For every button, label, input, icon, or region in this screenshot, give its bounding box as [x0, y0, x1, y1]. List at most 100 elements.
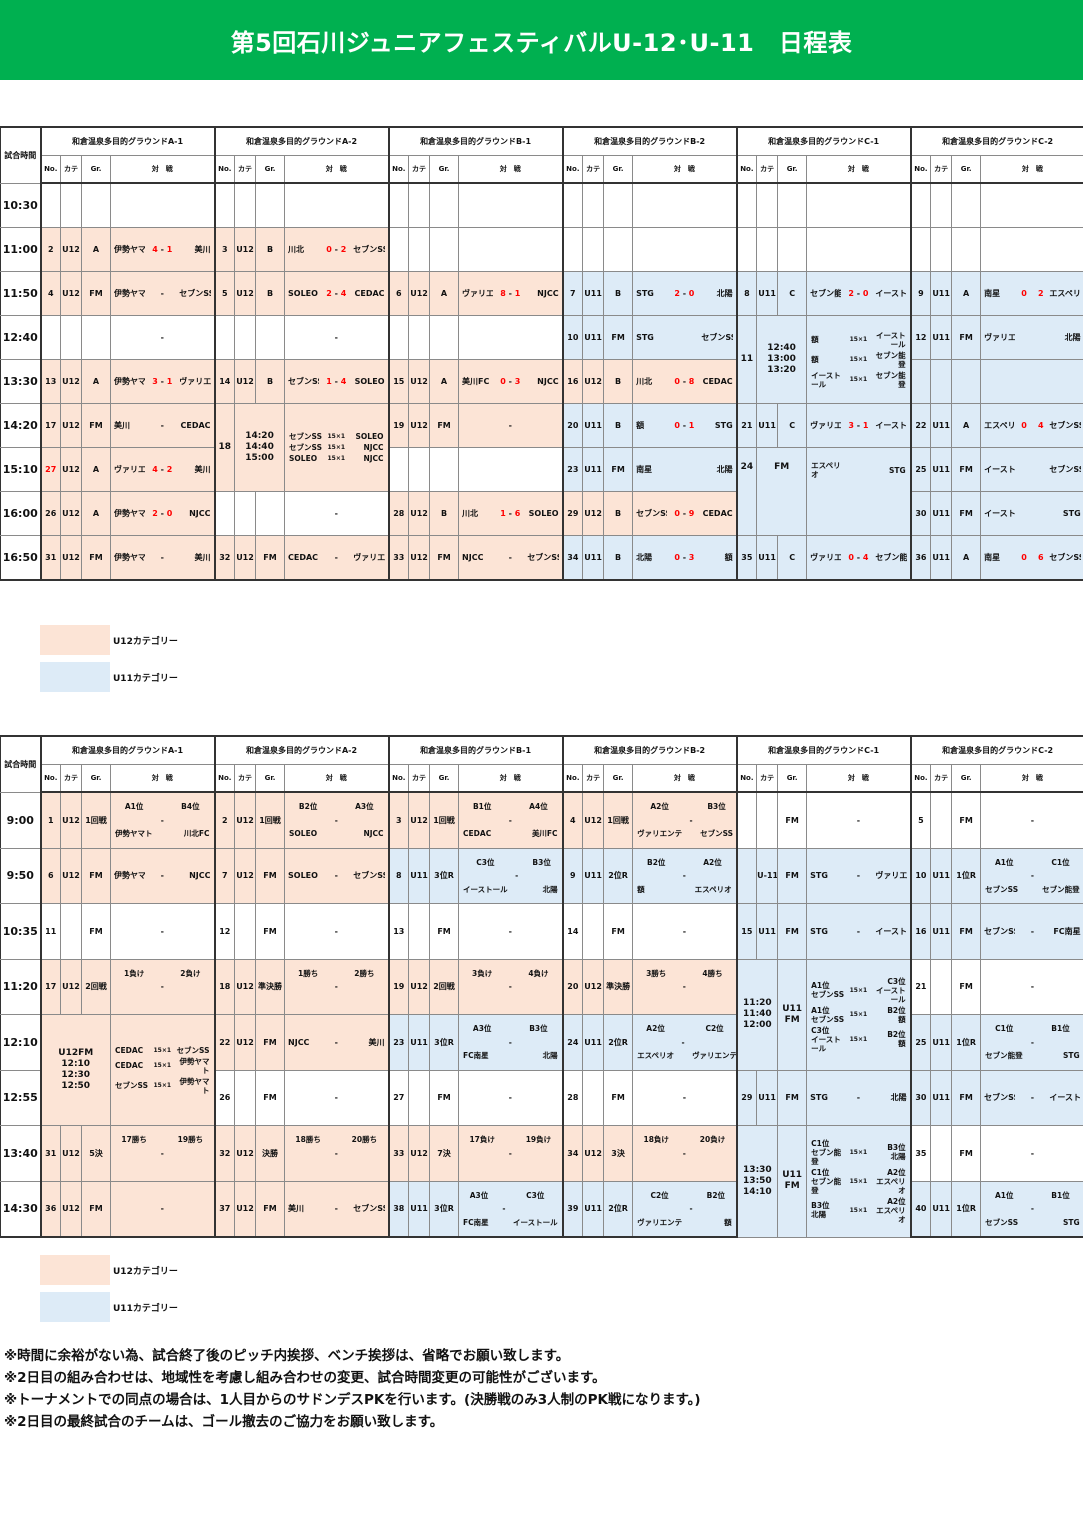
away-score: 4	[340, 377, 347, 386]
matchup-cell: ヴァリエンテ 0 - 4 セブン能登	[806, 535, 912, 581]
matchup: ヴァリエンテ 3 - 1 イーストール	[808, 420, 910, 431]
matchup-cell: 伊勢ヤマト - セブンSS	[109, 271, 216, 316]
legend-u12: U12カテゴリー	[40, 1255, 178, 1285]
home-team: B3位 北陽	[811, 1201, 830, 1220]
match-number: 23	[387, 1014, 410, 1071]
slot-separator: -	[682, 871, 686, 881]
match-category: U11	[930, 315, 953, 360]
home-team: FC南星	[463, 1051, 489, 1061]
match-group: FM	[81, 271, 111, 316]
matchup: -	[982, 816, 1083, 825]
match-group: FM	[777, 791, 808, 849]
match-group: B	[603, 271, 634, 316]
matchup: 川北 1 - 6 SOLEO	[460, 508, 562, 519]
score: -	[160, 289, 164, 298]
home-score: 3	[848, 421, 854, 430]
merged-info-text: U11 FM	[782, 1003, 803, 1025]
match-category	[60, 903, 82, 960]
bracket-matchup: 3負け - 4負け	[460, 960, 562, 1014]
score: 2 - 0	[674, 289, 695, 298]
matchup-cell: イーストール STG	[980, 491, 1083, 536]
time-cell: 15:10	[0, 447, 41, 492]
matchup-cell: SOLEO - セブンSS	[284, 847, 390, 904]
away-team: セブン能登	[1042, 884, 1080, 894]
slot-label-away: C3位	[526, 1190, 545, 1200]
ground-header: 和倉温泉多目的グラウンドA-2	[213, 126, 390, 156]
match-number	[909, 227, 932, 272]
matchup-cell: A1位 - C1位 セブンSS セブン能登	[980, 847, 1083, 904]
score: -	[1030, 1093, 1035, 1103]
home-team: 伊勢ヤマト	[114, 377, 146, 386]
score: 0 - 1	[674, 421, 695, 430]
match-category: U11	[582, 447, 605, 492]
match-number: 5	[909, 791, 932, 849]
match-category	[756, 791, 779, 849]
match-group: FM	[777, 847, 808, 904]
legend-swatch-u12	[40, 1255, 110, 1285]
match-category: U11	[582, 271, 605, 316]
match-group: FM	[429, 1069, 460, 1126]
slot-separator: -	[160, 1148, 164, 1158]
matchup: STG セブンSS	[634, 332, 736, 343]
away-score: 6	[514, 509, 521, 518]
match-category	[234, 491, 257, 536]
home-team: ヴァリエンテ	[637, 829, 683, 839]
away-team: イーストール	[875, 421, 907, 430]
bracket-matchup: 18負け - 20負け	[634, 1126, 736, 1180]
matchup: -	[112, 1204, 214, 1213]
slot-label-away: C2位	[705, 1024, 724, 1034]
score: 2 - 0	[848, 289, 869, 298]
time-slot-row: 9:00 1 U12 1回戦 A1位 - B4位 伊勢ヤマト 川北FC 2 U12 1回戦 B2位 - A3…	[0, 791, 1083, 849]
column-header: 対 戦	[980, 155, 1083, 184]
matchup: イーストール セブンSS	[982, 464, 1083, 475]
away-team: セブン能登	[875, 370, 906, 389]
match-category: U12	[408, 359, 431, 404]
match-number: 1	[39, 791, 61, 849]
slot-label-away: 4負け	[528, 968, 549, 978]
column-header: カテ	[930, 764, 953, 793]
away-team: B2位 額	[887, 1030, 906, 1048]
column-header: Gr.	[429, 155, 460, 184]
away-team: SOLEO	[355, 432, 384, 441]
away-team: セブンSS	[353, 871, 384, 881]
matchup-cell: -	[109, 1180, 216, 1238]
match-number: 30	[909, 1069, 932, 1126]
away-score: 1	[688, 421, 695, 430]
slot-label-away: A4位	[529, 802, 548, 812]
column-header: Gr.	[81, 764, 111, 793]
match-group: FM	[951, 958, 982, 1015]
score: -	[334, 871, 338, 881]
column-header: No.	[909, 155, 932, 184]
slot-separator: -	[160, 815, 164, 825]
match-category: U11	[582, 535, 605, 581]
matchup: STG 2 - 0 北陽	[634, 288, 736, 299]
match-group: FM	[255, 903, 286, 960]
home-score: 0	[1021, 421, 1027, 430]
matchup-line: イーストール 15×1 セブン能登	[808, 370, 910, 390]
score: -	[160, 926, 164, 936]
matchup-cell: C2位 - B2位 ヴァリエンテ 額	[632, 1180, 738, 1238]
away-score: 6	[1037, 553, 1044, 562]
matchup: -	[634, 927, 736, 936]
ground-header: 和倉温泉多目的グラウンドA-2	[213, 735, 390, 765]
away-team: STG	[714, 421, 733, 430]
score: 1 - 4	[326, 377, 347, 386]
time-slot-row: 16:5031U12FM伊勢ヤマト-美川32U12FMCEDAC-ヴァリエンテ3…	[0, 535, 1083, 581]
home-team: C3位 イーストール	[811, 1025, 841, 1053]
slot-label-away: B2位	[706, 1190, 726, 1200]
column-header: No.	[735, 764, 758, 793]
match-group: 1回戦	[255, 791, 286, 849]
column-header: Gr.	[777, 764, 808, 793]
score: 2 - 0	[152, 509, 173, 518]
away-team: セブン能登	[875, 553, 907, 562]
match-group: FM	[255, 1180, 286, 1238]
score: 8 - 1	[500, 289, 521, 298]
home-team: CEDAC	[115, 1045, 144, 1055]
round-robin-matchups: セブンSS 15×1 SOLEO セブンSS 15×1 NJCC SOLEO 15×1 NJCC	[284, 403, 390, 492]
match-group: FM	[429, 535, 460, 581]
matchup-cell: STG 2 - 0 北陽	[632, 271, 738, 316]
away-team: STG	[888, 465, 906, 475]
time-cell: 13:30	[0, 359, 41, 404]
legend-swatch-u12	[40, 625, 110, 655]
score: -	[508, 421, 512, 430]
